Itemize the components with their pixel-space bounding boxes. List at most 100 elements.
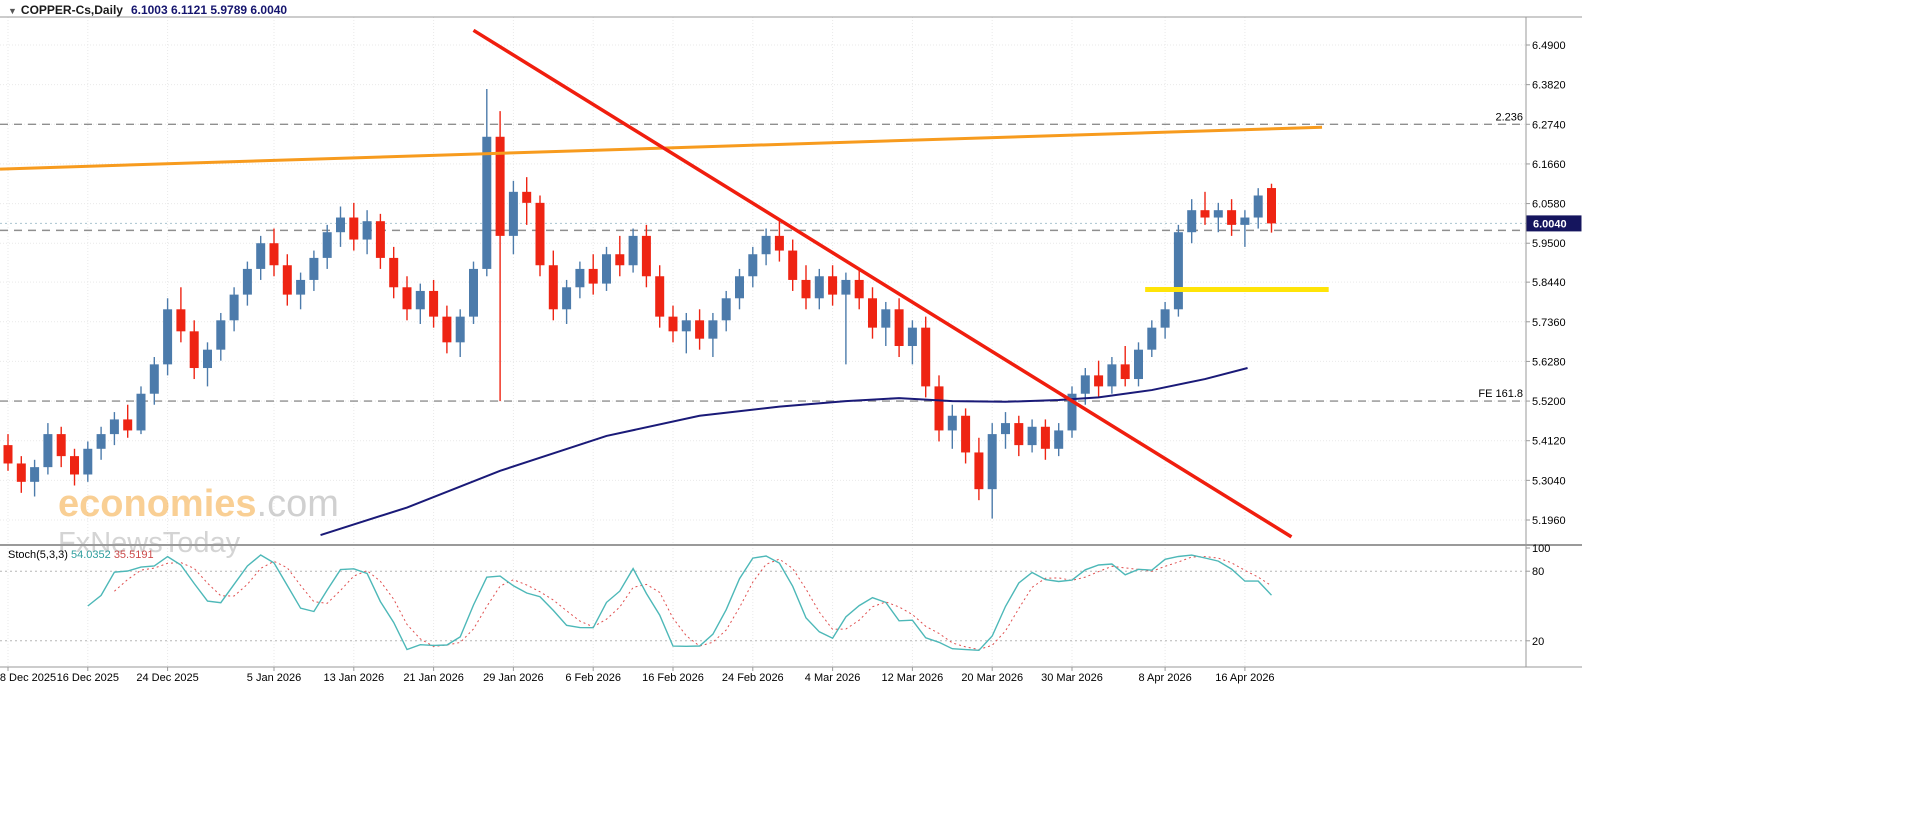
candle-down bbox=[3, 445, 13, 464]
candle-up bbox=[721, 298, 731, 321]
candle-up bbox=[1067, 393, 1077, 431]
overlays-layer bbox=[0, 28, 1329, 539]
date-axis-label: 21 Jan 2026 bbox=[403, 672, 464, 684]
candle-up bbox=[841, 279, 851, 295]
candle-up bbox=[1134, 349, 1143, 380]
candle-down bbox=[70, 456, 79, 475]
candle-down bbox=[828, 276, 838, 295]
candle-up bbox=[242, 268, 252, 295]
candle-down bbox=[1200, 210, 1210, 218]
candle-down bbox=[1267, 188, 1276, 224]
ohlc-values: 6.1003 6.1121 5.9789 6.0040 bbox=[130, 3, 288, 17]
candle-down bbox=[1014, 423, 1024, 446]
candle-down bbox=[123, 419, 133, 431]
candle-down bbox=[1040, 426, 1050, 449]
price-axis-label: 5.7360 bbox=[1532, 317, 1566, 329]
candle-up bbox=[1147, 327, 1157, 350]
candle-up bbox=[761, 235, 771, 255]
price-axis-label: 6.3820 bbox=[1532, 80, 1566, 92]
candle-down bbox=[934, 386, 944, 431]
candle-up bbox=[1253, 195, 1263, 218]
candle-down bbox=[402, 287, 412, 310]
candle-up bbox=[482, 136, 492, 269]
candle-down bbox=[615, 254, 625, 266]
candle-up bbox=[229, 294, 239, 321]
candle-down bbox=[429, 290, 439, 317]
candle-up bbox=[508, 191, 518, 236]
chart-symbol-header: ▼ COPPER-Cs,Daily 6.1003 6.1121 5.9789 6.0… bbox=[8, 3, 287, 17]
candle-down bbox=[641, 235, 651, 277]
candle-down bbox=[921, 327, 931, 387]
frame-layer bbox=[0, 16, 1582, 668]
candle-up bbox=[256, 243, 266, 269]
candle-down bbox=[269, 243, 279, 266]
date-axis-label: 13 Jan 2026 bbox=[324, 672, 385, 684]
candle-down bbox=[588, 268, 598, 284]
candle-down bbox=[176, 309, 186, 332]
indicator-axis-label: 80 bbox=[1532, 566, 1544, 578]
price-axis-label: 5.4120 bbox=[1532, 436, 1566, 448]
fib-expansion-label: 2.236 bbox=[1495, 111, 1523, 123]
candle-up bbox=[681, 320, 691, 332]
candle-down bbox=[1227, 210, 1237, 225]
candle-up bbox=[136, 393, 146, 431]
indicator-axis-label: 100 bbox=[1532, 543, 1550, 555]
candle-down bbox=[1120, 364, 1130, 380]
red-trendline bbox=[472, 28, 1293, 539]
candle-up bbox=[163, 309, 173, 365]
date-axis-label: 16 Feb 2026 bbox=[642, 672, 704, 684]
candle-up bbox=[1187, 210, 1197, 233]
candle-up bbox=[1027, 426, 1037, 446]
candle-up bbox=[748, 254, 758, 277]
price-axis-label: 5.3040 bbox=[1532, 475, 1566, 487]
candle-up bbox=[1173, 232, 1183, 310]
candle-down bbox=[868, 298, 877, 328]
candle-up bbox=[109, 419, 119, 435]
date-axis-label: 29 Jan 2026 bbox=[483, 672, 544, 684]
candle-up bbox=[947, 415, 957, 431]
candle-up bbox=[628, 235, 638, 266]
price-axis-label: 5.9500 bbox=[1532, 238, 1566, 250]
price-axis-label: 5.5200 bbox=[1532, 396, 1566, 408]
candle-down bbox=[548, 265, 558, 310]
date-axis-label: 16 Apr 2026 bbox=[1215, 672, 1274, 684]
candle-down bbox=[894, 309, 904, 347]
date-axis-label: 8 Dec 2025 bbox=[0, 672, 56, 684]
candle-down bbox=[442, 316, 452, 343]
candle-up bbox=[203, 349, 212, 369]
price-axis-label: 6.0580 bbox=[1532, 199, 1566, 211]
candle-up bbox=[708, 320, 718, 339]
candle-down bbox=[389, 257, 399, 288]
candle-up bbox=[735, 276, 744, 299]
candle-up bbox=[336, 217, 345, 233]
candle-up bbox=[149, 364, 159, 394]
stochastic-pane: 100 80 20 Stoch(5,3,3) 54.0352 35.5191 bbox=[0, 543, 1550, 652]
candle-up bbox=[602, 254, 611, 284]
date-axis-label: 6 Feb 2026 bbox=[565, 672, 621, 684]
candle-down bbox=[349, 217, 359, 240]
date-axis-label: 20 Mar 2026 bbox=[961, 672, 1023, 684]
candle-down bbox=[535, 202, 545, 266]
grid-layer bbox=[0, 17, 1526, 667]
date-axis-label: 12 Mar 2026 bbox=[882, 672, 944, 684]
candle-down bbox=[1094, 375, 1104, 387]
candle-up bbox=[216, 320, 226, 350]
candle-down bbox=[801, 279, 811, 299]
candle-down bbox=[522, 191, 532, 203]
date-axis-label: 24 Feb 2026 bbox=[722, 672, 784, 684]
stochastic-main-line bbox=[87, 554, 1273, 652]
chart-marker-icon: ▼ bbox=[8, 6, 17, 16]
price-axis-label: 6.2740 bbox=[1532, 119, 1566, 131]
candle-down bbox=[974, 452, 984, 490]
fe-level-label: FE 161.8 bbox=[1478, 388, 1523, 400]
candle-down bbox=[695, 320, 705, 339]
candle-up bbox=[1240, 217, 1250, 225]
symbol-timeframe-label: COPPER-Cs,Daily bbox=[20, 3, 123, 17]
candle-down bbox=[854, 279, 864, 299]
date-axis-label: 24 Dec 2025 bbox=[136, 672, 198, 684]
candle-down bbox=[668, 316, 678, 332]
candle-up bbox=[455, 316, 465, 343]
